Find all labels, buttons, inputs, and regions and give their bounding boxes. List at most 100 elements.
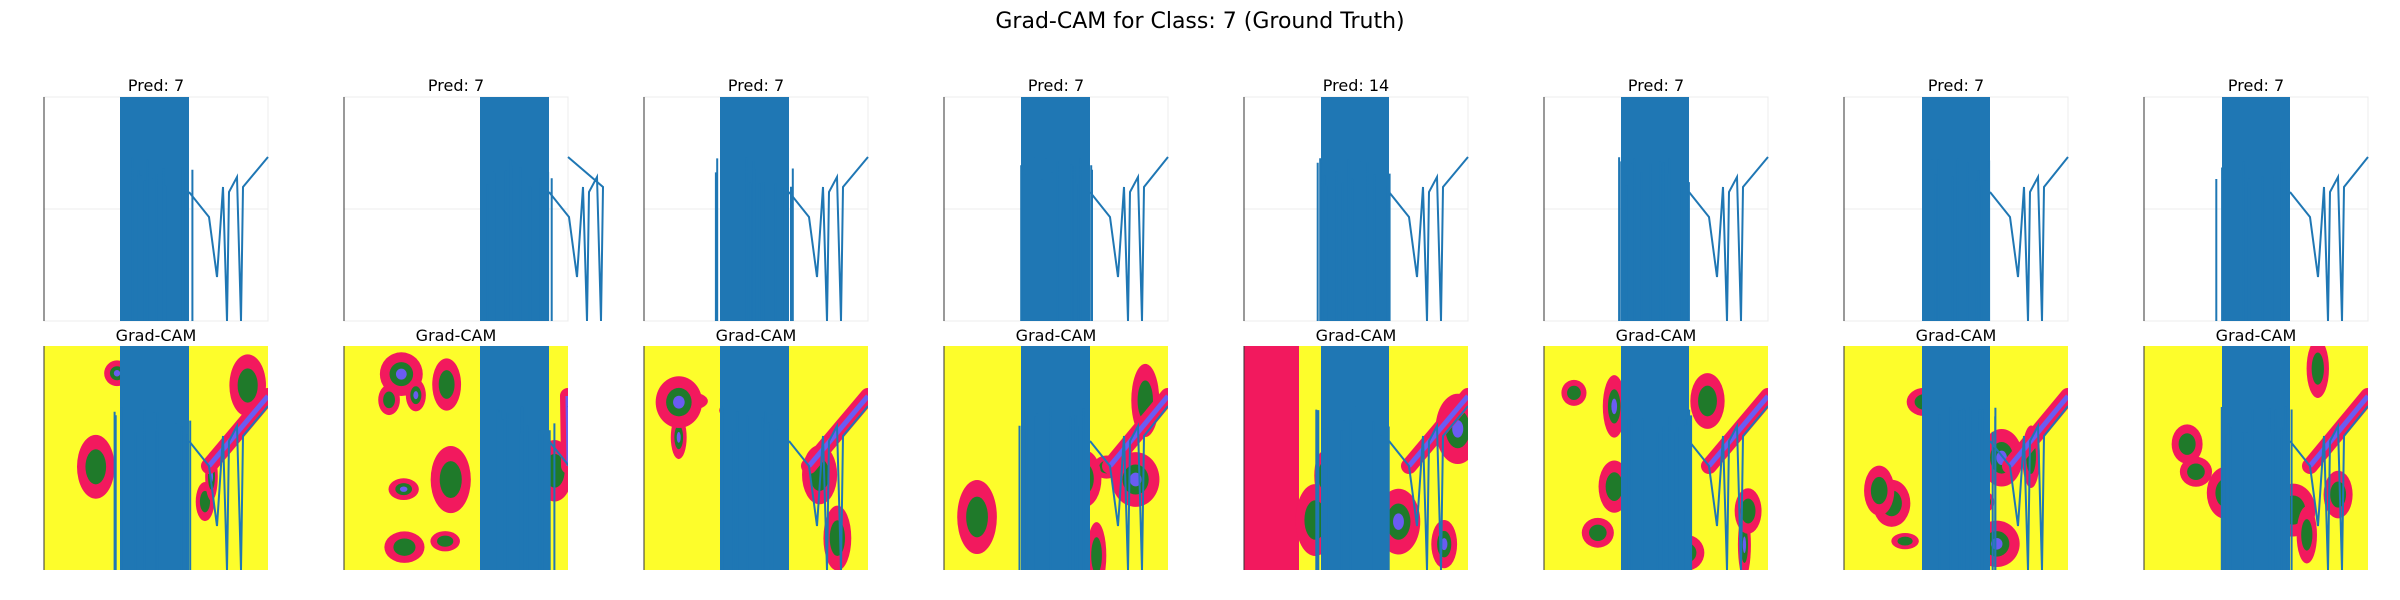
signal-spikes [496, 406, 556, 570]
signal-spikes [1315, 406, 1390, 570]
heat-core [829, 520, 846, 556]
heat-core [2178, 433, 2196, 455]
gradcam-panel: Grad-CAM [1843, 326, 2068, 570]
gradcam-heatmap [2144, 346, 2368, 570]
signal-tail [788, 156, 869, 322]
signal-spikes [1618, 157, 1690, 321]
pred-label: Pred: 7 [728, 76, 784, 95]
heat-core [1698, 385, 1717, 417]
heat-streak-core [207, 394, 268, 468]
figure-title: Grad-CAM for Class: 7 (Ground Truth) [995, 9, 1404, 34]
heat-streak [560, 388, 568, 474]
heat-streak-core [565, 396, 568, 467]
heat-core [237, 368, 258, 403]
pred-label: Pred: 7 [1928, 76, 1984, 95]
signal-tail [1388, 156, 1469, 322]
signal-spikes [1018, 406, 1085, 570]
signal-panel: Pred: 14 [1243, 76, 1469, 322]
heat-streak-core [1707, 394, 1768, 468]
signal-tail [2289, 405, 2368, 570]
signal-block [1021, 97, 1090, 321]
gradcam-label: Grad-CAM [1616, 326, 1697, 345]
signal-block [120, 97, 189, 321]
gradcam-heatmap [1844, 346, 2068, 570]
signal-spikes [113, 407, 192, 570]
heat-peak [1440, 538, 1448, 551]
gradcam-heatmap [944, 346, 1168, 570]
pred-label: Pred: 7 [1628, 76, 1684, 95]
signal-spikes [721, 406, 779, 570]
pred-label: Pred: 7 [2228, 76, 2284, 95]
heat-core [393, 538, 416, 556]
gradcam-label: Grad-CAM [1316, 326, 1397, 345]
heat-streak-core [1407, 394, 1468, 468]
heat-peak [1393, 513, 1404, 530]
signal-panel: Pred: 7 [1543, 76, 1769, 322]
gradcam-heatmap [644, 346, 868, 570]
signal-block [2222, 346, 2290, 570]
heat-streak-core [807, 394, 868, 468]
heat-core [1740, 498, 1756, 524]
gradcam-heatmap [1544, 346, 1768, 570]
heat-peak [1991, 538, 2003, 550]
signal-spikes [714, 157, 794, 321]
signal-spikes [486, 159, 553, 321]
gradcam-panel: Grad-CAM [1243, 326, 1468, 570]
gradcam-heatmap [344, 346, 568, 570]
heat-peak [1611, 398, 1618, 415]
signal-spikes [1926, 158, 1991, 321]
signal-tail [188, 405, 268, 570]
signal-tail [188, 156, 269, 322]
signal-block [480, 97, 549, 321]
heat-core [1870, 476, 1888, 505]
signal-tail [1688, 156, 1769, 322]
heat-core [1304, 500, 1326, 540]
signal-spikes [131, 157, 194, 321]
signal-spikes [1316, 158, 1391, 321]
panels: Pred: 7 Grad-CAM Pred: 7 Grad-CAM Pred: 7 Gra… [43, 76, 2369, 570]
gradcam-label: Grad-CAM [1916, 326, 1997, 345]
signal-panel: Pred: 7 [2143, 76, 2369, 322]
signal-tail [548, 156, 605, 322]
gradcam-heatmap [44, 346, 268, 570]
signal-spikes [1627, 409, 1693, 570]
signal-panel: Pred: 7 [643, 76, 869, 322]
signal-block [2222, 97, 2290, 321]
signal-block [1321, 97, 1389, 321]
gradcam-panel: Grad-CAM [343, 326, 568, 570]
heat-core [439, 461, 462, 499]
pred-label: Pred: 14 [1323, 76, 1389, 95]
gradcam-panel: Grad-CAM [43, 326, 268, 570]
signal-spikes [2220, 406, 2293, 570]
gradcam-label: Grad-CAM [1016, 326, 1097, 345]
heat-peak [673, 395, 685, 409]
heat-core [383, 391, 396, 409]
heat-core [438, 370, 455, 399]
heat-core [1091, 537, 1102, 570]
signal-tail [1388, 405, 1468, 570]
signal-tail [1089, 156, 1169, 322]
heat-peak [399, 486, 408, 492]
gradcam-panel: Grad-CAM [643, 326, 868, 570]
heat-peak [1452, 420, 1464, 438]
gradcam-panel: Grad-CAM [2143, 326, 2368, 570]
heat-core [2311, 352, 2324, 385]
heat-core [2301, 519, 2313, 551]
gradcam-panel: Grad-CAM [1543, 326, 1768, 570]
gradcam-panel: Grad-CAM [943, 326, 1168, 570]
signal-spikes [2215, 161, 2290, 321]
heat-core [199, 490, 211, 513]
signal-panel: Pred: 7 [1843, 76, 2069, 322]
pred-label: Pred: 7 [1028, 76, 1084, 95]
signal-block [480, 346, 549, 570]
heat-core [1567, 385, 1581, 401]
signal-tail [1989, 156, 2069, 322]
signal-tail [1688, 405, 1768, 570]
signal-spikes [1020, 157, 1093, 321]
heat-core [85, 449, 107, 485]
signal-tail [1989, 405, 2068, 570]
heat-core [1588, 524, 1607, 541]
signal-tail [2289, 156, 2369, 322]
signal-panel: Pred: 7 [43, 76, 269, 322]
signal-tail [788, 405, 868, 570]
